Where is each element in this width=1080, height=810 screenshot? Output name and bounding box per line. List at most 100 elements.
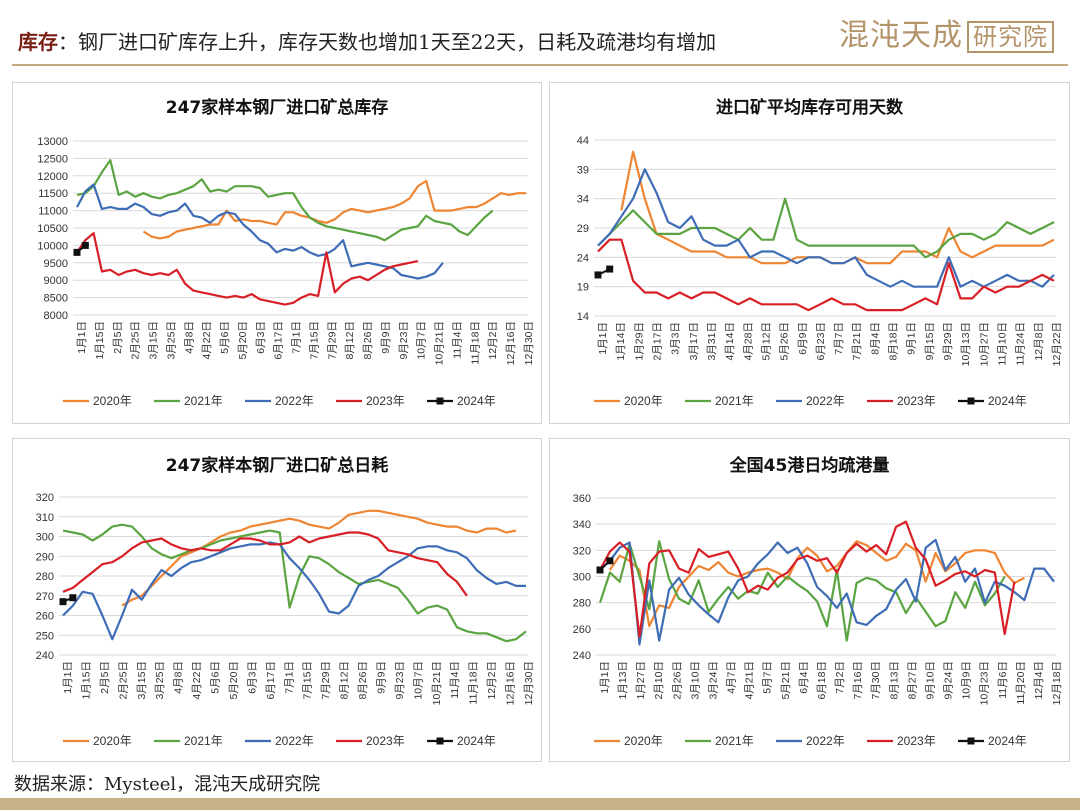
y-tick-label: 10500 — [37, 223, 68, 235]
y-tick-label: 280 — [573, 598, 591, 610]
y-tick-label: 34 — [577, 194, 589, 206]
y-tick-label: 10000 — [37, 240, 68, 252]
x-tick-label: 4月28日 — [742, 322, 754, 361]
company-logo: 混沌天成 研究院 — [839, 10, 1054, 54]
y-tick-label: 300 — [573, 572, 591, 584]
y-tick-label: 39 — [577, 164, 589, 176]
legend-item-2023年: 2023年 — [867, 734, 936, 748]
legend-item-2020年: 2020年 — [63, 734, 132, 748]
y-tick-label: 11500 — [38, 188, 68, 200]
x-tick-label: 11月4日 — [449, 661, 461, 699]
chart-title: 247家样本钢厂进口矿总库存 — [166, 97, 389, 118]
x-tick-label: 5月26日 — [779, 322, 791, 361]
series-line-2020年 — [121, 509, 517, 607]
series-point-2024 — [606, 557, 614, 565]
x-tick-label: 7月16日 — [852, 661, 864, 700]
x-tick-label: 3月15日 — [148, 321, 160, 360]
x-tick-label: 1月13日 — [617, 661, 629, 700]
x-tick-label: 7月1日 — [291, 321, 303, 354]
x-tick-label: 3月31日 — [706, 322, 718, 361]
x-tick-label: 8月26日 — [357, 661, 369, 700]
legend-label: 2022年 — [275, 734, 314, 748]
x-tick-label: 1月15日 — [80, 661, 92, 700]
legend-item-2020年: 2020年 — [594, 734, 663, 748]
y-tick-label: 240 — [36, 650, 54, 662]
legend-item-2023年: 2023年 — [336, 734, 405, 748]
x-tick-label: 3月17日 — [688, 322, 700, 361]
y-tick-label: 250 — [36, 630, 54, 642]
legend-label: 2021年 — [184, 734, 223, 748]
legend-item-2022年: 2022年 — [245, 394, 314, 408]
x-tick-label: 7月2日 — [834, 661, 846, 694]
chart-panel-days: 进口矿平均库存可用天数 14 19 24 29 34 39 44 1月1日 1月14日 1月29日 2… — [549, 82, 1070, 424]
y-tick-label: 24 — [577, 252, 589, 264]
x-tick-label: 5月21日 — [780, 661, 792, 700]
x-tick-label: 1月15日 — [94, 321, 106, 360]
legend-item-2024年: 2024年 — [427, 394, 496, 408]
chart-panel-port: 全国45港日均疏港量 240 260 280 300 320 340 360 1月1日 1月13日… — [549, 438, 1070, 762]
x-tick-label: 9月9日 — [375, 661, 387, 694]
data-source: 数据来源：Mysteel，混沌天成研究院 — [14, 774, 321, 795]
x-tick-label: 8月4日 — [869, 322, 881, 355]
series-line-2020年 — [608, 540, 1025, 628]
y-tick-label: 14 — [577, 311, 589, 323]
x-tick-label: 5月20日 — [237, 321, 249, 360]
x-tick-label: 5月6日 — [219, 321, 231, 354]
legend-item-2021年: 2021年 — [154, 734, 223, 748]
series-point-2024 — [59, 598, 67, 606]
y-tick-label: 9000 — [44, 275, 68, 287]
legend-item-2023年: 2023年 — [336, 394, 405, 408]
y-tick-label: 12500 — [37, 153, 68, 165]
page-title: 库存：钢厂进口矿库存上升，库存天数也增加1天至22天，日耗及疏港均有增加 — [18, 26, 716, 55]
x-tick-label: 6月17日 — [273, 321, 285, 360]
series-line-2021年 — [597, 197, 1055, 259]
legend-item-2024年: 2024年 — [958, 734, 1027, 748]
legend-label: 2021年 — [184, 394, 223, 408]
x-tick-label: 6月9日 — [797, 322, 809, 355]
x-tick-label: 1月1日 — [76, 321, 88, 354]
x-tick-label: 1月29日 — [633, 322, 645, 361]
legend-label: 2022年 — [806, 394, 845, 408]
x-tick-label: 4月8日 — [173, 661, 185, 694]
x-tick-label: 7月29日 — [326, 321, 338, 360]
bottom-bar — [0, 798, 1080, 810]
x-tick-label: 9月23日 — [394, 661, 406, 700]
y-tick-label: 11000 — [38, 206, 68, 218]
x-tick-label: 12月2日 — [487, 321, 499, 360]
x-tick-label: 11月24日 — [1015, 322, 1027, 366]
legend-item-2021年: 2021年 — [685, 394, 754, 408]
x-tick-label: 8月13日 — [888, 661, 900, 700]
legend-item-2022年: 2022年 — [776, 734, 845, 748]
x-tick-label: 1月1日 — [597, 322, 609, 355]
y-tick-label: 12000 — [37, 171, 68, 183]
legend-label: 2023年 — [897, 394, 936, 408]
y-tick-label: 300 — [36, 532, 54, 544]
series-line-2022年 — [599, 538, 1055, 646]
logo-boxed: 研究院 — [967, 21, 1054, 53]
x-tick-label: 2月25日 — [117, 661, 129, 700]
x-tick-label: 1月1日 — [599, 661, 611, 694]
series-line-2023年 — [599, 520, 1016, 638]
chart-port: 全国45港日均疏港量 240 260 280 300 320 340 360 1月1日 1月13日… — [573, 455, 1063, 748]
legend-label: 2024年 — [457, 734, 496, 748]
x-tick-label: 9月10日 — [924, 661, 936, 700]
x-tick-label: 10月21日 — [431, 661, 443, 705]
x-tick-label: 3月24日 — [707, 661, 719, 700]
x-tick-label: 9月1日 — [906, 322, 918, 355]
y-tick-label: 13000 — [37, 136, 68, 148]
x-tick-label: 12月16日 — [505, 321, 517, 365]
chart-days: 进口矿平均库存可用天数 14 19 24 29 34 39 44 1月1日 1月14日 1月29日 2… — [577, 97, 1063, 408]
x-tick-label: 11月18日 — [468, 661, 480, 705]
x-tick-label: 10月13日 — [960, 322, 972, 366]
legend-label: 2023年 — [366, 734, 405, 748]
y-tick-label: 320 — [573, 545, 591, 557]
x-tick-label: 2月10日 — [653, 661, 665, 700]
y-tick-label: 320 — [36, 492, 54, 504]
y-tick-label: 260 — [36, 611, 54, 623]
legend-label: 2020年 — [93, 734, 132, 748]
legend-item-2021年: 2021年 — [685, 734, 754, 748]
x-tick-label: 8月12日 — [339, 661, 351, 700]
x-tick-label: 3月3日 — [670, 322, 682, 355]
x-tick-label: 7月15日 — [302, 661, 314, 700]
x-tick-label: 8月27日 — [906, 661, 918, 700]
